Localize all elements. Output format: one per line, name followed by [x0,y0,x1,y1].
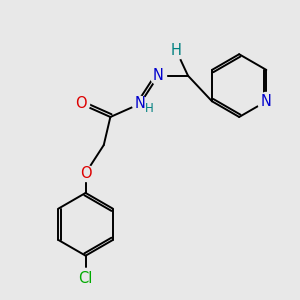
Text: H: H [145,102,154,115]
Text: N: N [153,68,164,83]
Text: Cl: Cl [78,271,93,286]
Text: O: O [80,166,92,181]
Text: N: N [261,94,272,109]
Text: H: H [171,44,182,59]
Text: N: N [135,96,146,111]
Text: O: O [75,96,86,111]
